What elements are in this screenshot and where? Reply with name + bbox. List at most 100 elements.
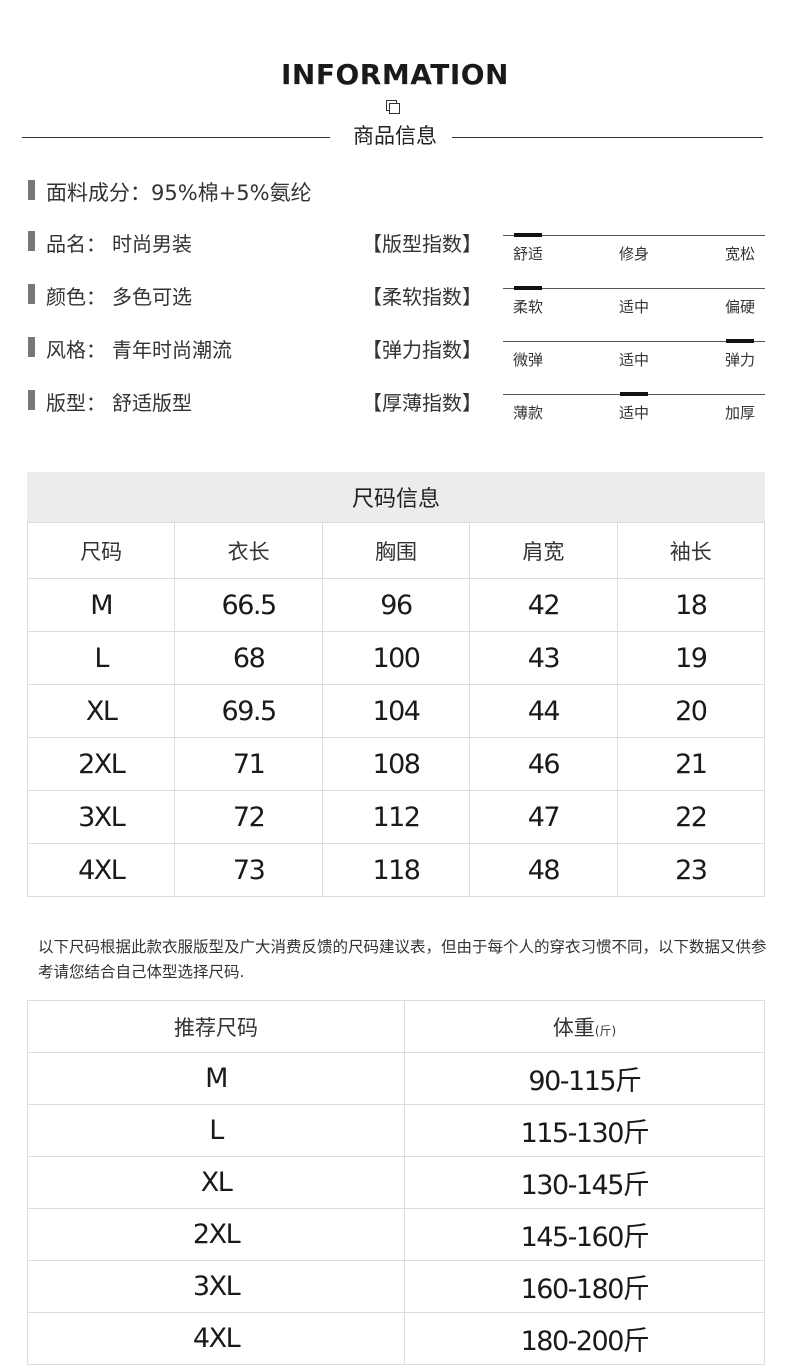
index-name: 【版型指数】	[362, 232, 482, 256]
row: 4XL 180-200斤	[27, 1312, 765, 1365]
scale-marker	[620, 392, 648, 396]
cell: 23	[616, 843, 766, 897]
row: M 90-115斤	[27, 1052, 765, 1105]
cell: M	[27, 1052, 405, 1105]
cell: 3XL	[26, 790, 176, 844]
cell: 115-130斤	[404, 1104, 765, 1157]
bullet	[28, 284, 35, 304]
cell: 18	[616, 578, 766, 632]
bullet	[28, 231, 35, 251]
column-header: 体重(斤)	[404, 1000, 765, 1053]
cell: 2XL	[26, 737, 176, 791]
size-table-title: 尺码信息	[27, 472, 765, 522]
subtitle: 商品信息	[353, 124, 437, 148]
attribute-label: 版型：	[46, 391, 106, 415]
row: 3XL 160-180斤	[27, 1260, 765, 1313]
row: XL 69.5 104 44 20	[26, 684, 766, 738]
note: 以下尺码根据此款衣服版型及广大消费反馈的尺码建议表，但由于每个人的穿衣习惯不同，…	[38, 938, 767, 981]
cell: 90-115斤	[404, 1052, 765, 1105]
rule	[22, 137, 330, 138]
cell: 48	[469, 843, 618, 897]
cell: 4XL	[26, 843, 176, 897]
cell: 180-200斤	[404, 1312, 765, 1365]
scale-line	[503, 341, 765, 342]
index-name: 【厚薄指数】	[362, 391, 482, 415]
scale-line	[503, 288, 765, 289]
column-header: 胸围	[321, 522, 471, 579]
cell: 42	[469, 578, 618, 632]
scale-label: 宽松	[724, 245, 755, 263]
attribute-label: 颜色：	[46, 285, 106, 309]
title: INFORMATION	[281, 58, 509, 91]
cell: 69.5	[174, 684, 323, 738]
icon	[389, 103, 400, 114]
scale-label: 薄款	[512, 404, 543, 422]
cell: 19	[616, 631, 766, 685]
bullet	[28, 390, 35, 410]
cell: 104	[321, 684, 471, 738]
row: L 68 100 43 19	[26, 631, 766, 685]
index-name: 【弹力指数】	[362, 338, 482, 362]
row: M 66.5 96 42 18	[26, 578, 766, 632]
attribute-value: 舒适版型	[112, 391, 192, 415]
cell: 100	[321, 631, 471, 685]
cell: 118	[321, 843, 471, 897]
column-header: 衣长	[174, 522, 323, 579]
cell: 68	[174, 631, 323, 685]
cell: L	[26, 631, 176, 685]
cell: 43	[469, 631, 618, 685]
attribute-label: 品名：	[46, 232, 106, 256]
cell: 22	[616, 790, 766, 844]
column-header: 尺码	[26, 522, 176, 579]
cell: 4XL	[27, 1312, 405, 1365]
cell: 21	[616, 737, 766, 791]
row: 3XL 72 112 47 22	[26, 790, 766, 844]
cell: XL	[26, 684, 176, 738]
scale-line	[503, 235, 765, 236]
cell: 44	[469, 684, 618, 738]
scale-marker	[514, 286, 542, 290]
cell: 47	[469, 790, 618, 844]
scale-label: 弹力	[724, 351, 755, 369]
attribute-label: 风格：	[46, 338, 106, 362]
scale-label: 偏硬	[724, 298, 755, 316]
scale-label: 适中	[618, 298, 649, 316]
column-header: 推荐尺码	[27, 1000, 405, 1053]
cell: 130-145斤	[404, 1156, 765, 1209]
cell: 20	[616, 684, 766, 738]
attribute-value: 青年时尚潮流	[112, 338, 232, 362]
scale-label: 舒适	[512, 245, 543, 263]
header-row: 推荐尺码 体重(斤)	[27, 1000, 765, 1053]
row: 2XL 145-160斤	[27, 1208, 765, 1261]
attribute-value: 时尚男装	[112, 232, 192, 256]
cell: 2XL	[27, 1208, 405, 1261]
cell: 72	[174, 790, 323, 844]
row: 4XL 73 118 48 23	[26, 843, 766, 897]
bullet	[28, 337, 35, 357]
scale-label: 修身	[618, 245, 649, 263]
scale-label: 微弹	[512, 351, 543, 369]
cell: 108	[321, 737, 471, 791]
column-header: 肩宽	[469, 522, 618, 579]
column-header-text: 体重	[552, 1015, 595, 1040]
row: L 115-130斤	[27, 1104, 765, 1157]
cell: 145-160斤	[404, 1208, 765, 1261]
scale-marker	[514, 233, 542, 237]
cell: 46	[469, 737, 618, 791]
cell: 160-180斤	[404, 1260, 765, 1313]
rule	[452, 137, 763, 138]
bullet	[28, 180, 35, 200]
scale-label: 适中	[618, 404, 649, 422]
cell: 96	[321, 578, 471, 632]
size-table: 尺码 衣长 胸围 肩宽 袖长 M 66.5 96 42 18 L 68 100 43 19 XL 69.5 104…	[26, 522, 766, 897]
column-header: 袖长	[616, 522, 766, 579]
row: 2XL 71 108 46 21	[26, 737, 766, 791]
cell: 3XL	[27, 1260, 405, 1313]
fabric: 面料成分：95%棉+5%氨纶	[46, 181, 312, 205]
cell: 73	[174, 843, 323, 897]
cell: M	[26, 578, 176, 632]
cell: 66.5	[174, 578, 323, 632]
cell: 71	[174, 737, 323, 791]
index-name: 【柔软指数】	[362, 285, 482, 309]
cell: 112	[321, 790, 471, 844]
